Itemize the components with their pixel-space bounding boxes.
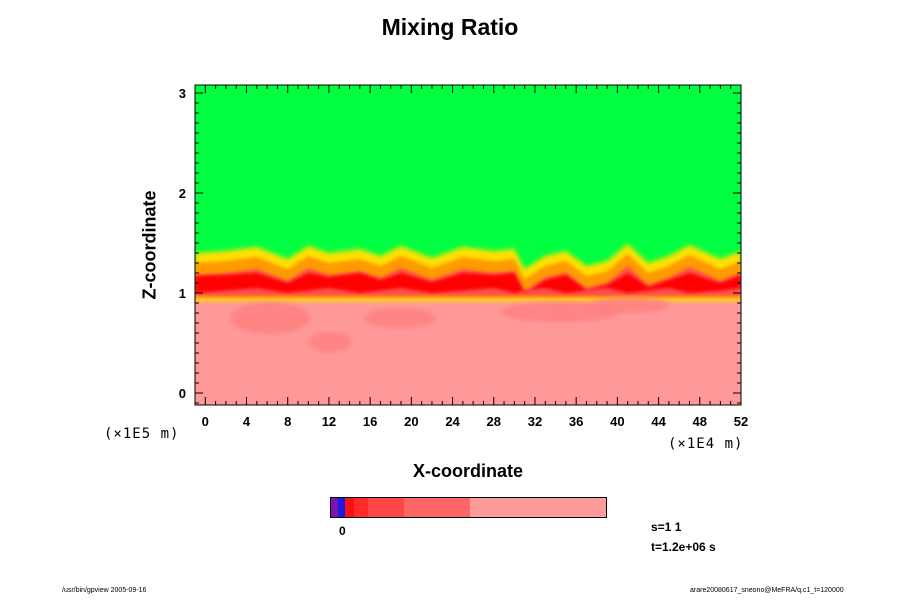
colorbar-segment [403,498,470,517]
x-tick-label: 4 [243,414,251,429]
y-axis-label: Z-coordinate [139,190,160,300]
mixing-patch [590,297,670,313]
x-tick-label: 28 [487,414,501,429]
x-tick-label: 20 [404,414,418,429]
x-tick-label: 52 [734,414,748,429]
x-tick-label: 40 [610,414,624,429]
mixing-patch [500,302,620,322]
mixing-patch [230,302,310,334]
colorbar-segment [344,498,355,517]
x-axis-label: X-coordinate [412,461,523,481]
y-tick-label: 3 [179,86,186,101]
x-tick-label: 44 [651,414,666,429]
x-multiplier-label: (×1E4 m) [668,436,744,452]
y-tick-label: 1 [179,286,186,301]
plot-frame [194,84,742,406]
x-tick-label: 32 [528,414,542,429]
y-tick-label: 0 [179,386,186,401]
colorbar-segment [368,498,404,517]
y-tick-label: 2 [179,186,186,201]
time-label: t=1.2e+06 s [651,540,716,554]
colorbar-segment [354,498,369,517]
x-tick-label: 12 [322,414,336,429]
colorbar [330,497,607,518]
layer-interface [195,273,741,293]
y-multiplier-label: (×1E5 m) [104,426,180,442]
colorbar-segment [331,498,338,517]
colorbar-tick-label: 0 [339,524,346,538]
footer-file: arare20080617_sneono@MeFRA/q.c1_t=120000 [690,587,844,594]
x-tick-label: 0 [202,414,209,429]
mixing-patch [364,308,436,328]
x-tick-label: 24 [445,414,460,429]
colorbar-segment [469,498,606,517]
x-tick-label: 48 [693,414,707,429]
x-tick-label: 8 [284,414,291,429]
colorbar-segment [337,498,345,517]
chart-title: Mixing Ratio [381,14,519,40]
mixing-patch [308,332,352,352]
footer-command: /usr/bin/gpview 2005-09-16 [62,587,147,594]
x-tick-label: 16 [363,414,377,429]
step-label: s=1 1 [651,520,682,534]
x-tick-label: 36 [569,414,583,429]
